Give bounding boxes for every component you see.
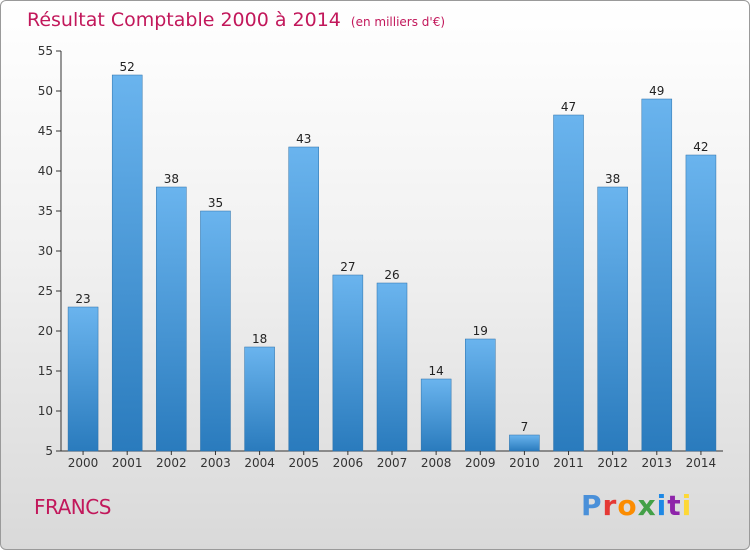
bar xyxy=(332,274,364,452)
bar xyxy=(156,186,187,452)
y-tick-label: 15 xyxy=(38,364,53,378)
bar-value-label: 52 xyxy=(120,60,135,74)
y-tick-label: 10 xyxy=(38,404,53,418)
y-tick-label: 5 xyxy=(45,444,53,458)
brand-letter: r xyxy=(602,489,618,522)
x-tick-label: 2014 xyxy=(686,456,717,470)
bar-value-label: 43 xyxy=(296,132,311,146)
bar xyxy=(641,98,673,452)
brand-letter: t xyxy=(667,489,682,522)
bar xyxy=(420,378,452,452)
brand-letter: i xyxy=(681,489,693,522)
x-tick-label: 2009 xyxy=(465,456,496,470)
commune-name: FRANCS xyxy=(34,495,111,519)
bar xyxy=(509,434,540,452)
x-tick-label: 2013 xyxy=(642,456,673,470)
bar-value-label: 27 xyxy=(340,260,355,274)
y-tick-label: 55 xyxy=(38,44,53,58)
y-tick-label: 20 xyxy=(38,324,53,338)
bar xyxy=(200,210,231,452)
bar xyxy=(465,338,496,452)
bar-value-label: 47 xyxy=(561,100,576,114)
y-tick-label: 35 xyxy=(38,204,53,218)
bar xyxy=(111,74,143,452)
x-tick-label: 2003 xyxy=(200,456,231,470)
bar xyxy=(288,146,319,452)
brand-letter: P xyxy=(581,489,603,522)
x-tick-label: 2001 xyxy=(112,456,143,470)
x-tick-label: 2007 xyxy=(377,456,408,470)
bar-value-label: 49 xyxy=(649,84,664,98)
bar-value-label: 26 xyxy=(384,268,399,282)
x-tick-label: 2006 xyxy=(333,456,364,470)
x-tick-label: 2011 xyxy=(553,456,584,470)
bar xyxy=(685,154,717,452)
y-tick-label: 25 xyxy=(38,284,53,298)
bar-value-label: 23 xyxy=(75,292,90,306)
bar-value-label: 18 xyxy=(252,332,267,346)
chart-subtitle: (en milliers d'€) xyxy=(350,15,446,29)
bar-value-label: 38 xyxy=(164,172,179,186)
x-tick-label: 2010 xyxy=(509,456,540,470)
x-tick-label: 2002 xyxy=(156,456,187,470)
x-tick-label: 2004 xyxy=(244,456,275,470)
bar-value-label: 38 xyxy=(605,172,620,186)
bar-value-label: 7 xyxy=(521,420,529,434)
x-tick-label: 2012 xyxy=(597,456,628,470)
bar xyxy=(67,306,99,452)
bar xyxy=(553,114,584,452)
bar-value-label: 19 xyxy=(473,324,488,338)
bar xyxy=(597,186,628,452)
proxiti-logo: Proxiti xyxy=(581,489,692,522)
brand-letter: x xyxy=(637,489,657,522)
x-tick-label: 2000 xyxy=(68,456,99,470)
brand-letter: i xyxy=(656,489,668,522)
bar xyxy=(376,282,408,452)
bar xyxy=(244,346,275,452)
chart-title: Résultat Comptable 2000 à 2014 (en millie… xyxy=(27,9,445,31)
brand-letter: o xyxy=(617,489,638,522)
y-tick-label: 40 xyxy=(38,164,53,178)
bar-value-label: 42 xyxy=(693,140,708,154)
x-tick-label: 2005 xyxy=(288,456,319,470)
chart-title-main: Résultat Comptable 2000 à 2014 xyxy=(27,9,341,31)
bar-value-label: 14 xyxy=(428,364,443,378)
bar-value-label: 35 xyxy=(208,196,223,210)
y-tick-label: 45 xyxy=(38,124,53,138)
y-tick-label: 30 xyxy=(38,244,53,258)
y-tick-label: 50 xyxy=(38,84,53,98)
x-tick-label: 2008 xyxy=(421,456,452,470)
